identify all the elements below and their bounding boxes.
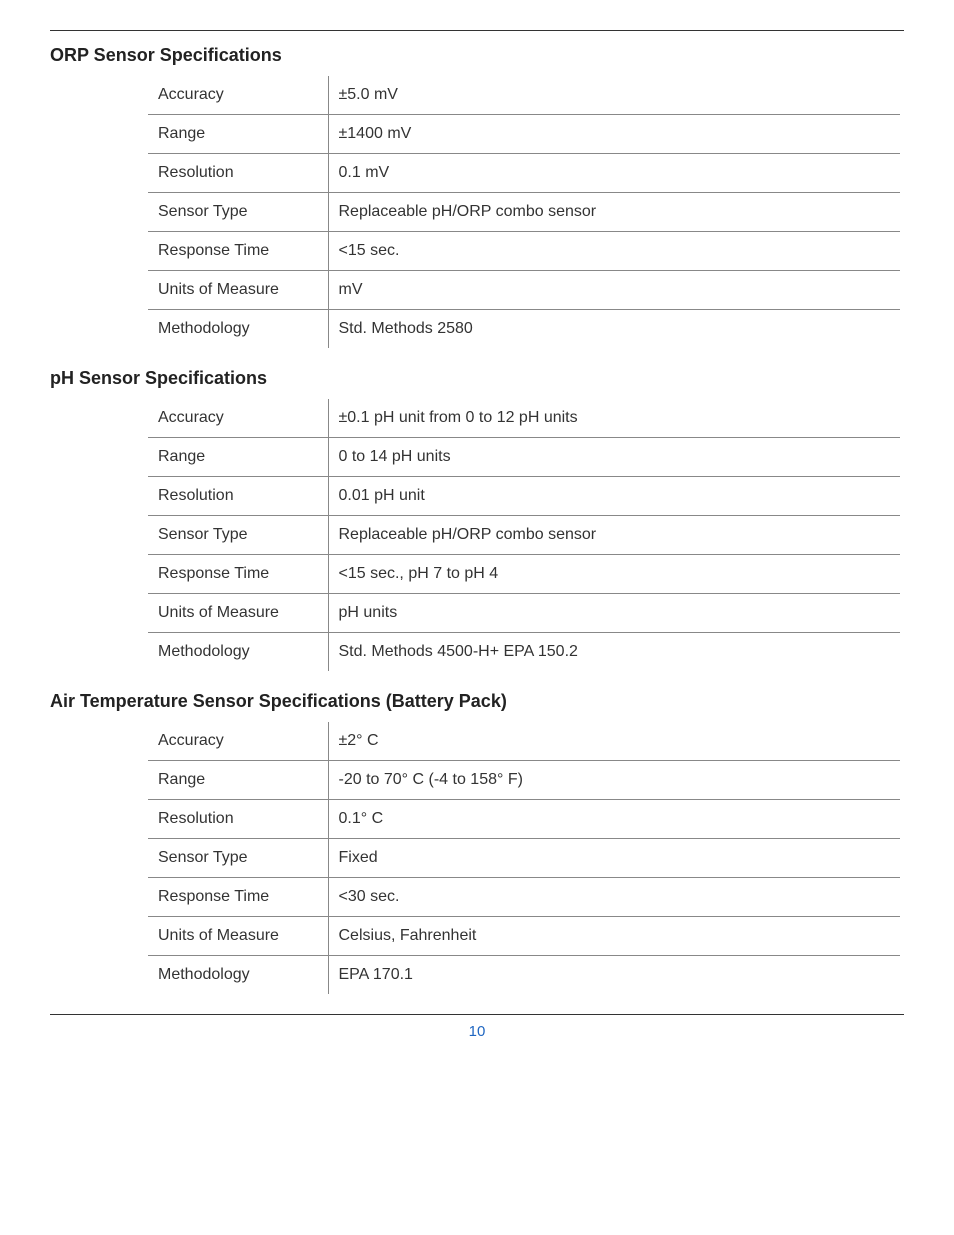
- section-heading: ORP Sensor Specifications: [50, 45, 904, 66]
- spec-value: <30 sec.: [328, 878, 900, 917]
- spec-value: pH units: [328, 594, 900, 633]
- spec-label: Resolution: [148, 154, 328, 193]
- table-row: Sensor TypeReplaceable pH/ORP combo sens…: [148, 193, 900, 232]
- spec-value: EPA 170.1: [328, 956, 900, 995]
- spec-label: Accuracy: [148, 722, 328, 761]
- table-row: Range-20 to 70° C (-4 to 158° F): [148, 761, 900, 800]
- spec-value: ±2° C: [328, 722, 900, 761]
- spec-label: Units of Measure: [148, 594, 328, 633]
- top-rule: [50, 30, 904, 31]
- spec-label: Sensor Type: [148, 516, 328, 555]
- table-row: MethodologyEPA 170.1: [148, 956, 900, 995]
- table-row: Units of MeasuremV: [148, 271, 900, 310]
- spec-value: Std. Methods 4500-H+ EPA 150.2: [328, 633, 900, 672]
- spec-value: <15 sec.: [328, 232, 900, 271]
- spec-value: ±1400 mV: [328, 115, 900, 154]
- table-row: Units of MeasurepH units: [148, 594, 900, 633]
- spec-value: mV: [328, 271, 900, 310]
- spec-value: ±0.1 pH unit from 0 to 12 pH units: [328, 399, 900, 438]
- table-row: Response Time<15 sec.: [148, 232, 900, 271]
- spec-table: Accuracy±2° CRange-20 to 70° C (-4 to 15…: [148, 722, 900, 994]
- bottom-rule: [50, 1014, 904, 1015]
- spec-value: Replaceable pH/ORP combo sensor: [328, 516, 900, 555]
- spec-label: Response Time: [148, 232, 328, 271]
- spec-label: Range: [148, 115, 328, 154]
- spec-value: Std. Methods 2580: [328, 310, 900, 349]
- spec-label: Methodology: [148, 310, 328, 349]
- table-row: Accuracy±0.1 pH unit from 0 to 12 pH uni…: [148, 399, 900, 438]
- table-row: Units of MeasureCelsius, Fahrenheit: [148, 917, 900, 956]
- spec-label: Response Time: [148, 878, 328, 917]
- spec-value: ±5.0 mV: [328, 76, 900, 115]
- spec-label: Methodology: [148, 956, 328, 995]
- sections-container: ORP Sensor SpecificationsAccuracy±5.0 mV…: [50, 45, 904, 994]
- table-row: MethodologyStd. Methods 2580: [148, 310, 900, 349]
- table-row: Response Time<30 sec.: [148, 878, 900, 917]
- spec-label: Range: [148, 438, 328, 477]
- page: ORP Sensor SpecificationsAccuracy±5.0 mV…: [0, 0, 954, 1060]
- spec-value: 0 to 14 pH units: [328, 438, 900, 477]
- section-heading: pH Sensor Specifications: [50, 368, 904, 389]
- spec-label: Range: [148, 761, 328, 800]
- table-row: Range0 to 14 pH units: [148, 438, 900, 477]
- table-row: Resolution0.01 pH unit: [148, 477, 900, 516]
- spec-value: 0.01 pH unit: [328, 477, 900, 516]
- spec-table: Accuracy±0.1 pH unit from 0 to 12 pH uni…: [148, 399, 900, 671]
- spec-value: Fixed: [328, 839, 900, 878]
- table-row: Resolution0.1° C: [148, 800, 900, 839]
- spec-value: 0.1 mV: [328, 154, 900, 193]
- spec-value: -20 to 70° C (-4 to 158° F): [328, 761, 900, 800]
- spec-value: Replaceable pH/ORP combo sensor: [328, 193, 900, 232]
- page-number: 10: [50, 1023, 904, 1040]
- spec-value: 0.1° C: [328, 800, 900, 839]
- spec-label: Accuracy: [148, 399, 328, 438]
- spec-value: <15 sec., pH 7 to pH 4: [328, 555, 900, 594]
- table-row: Sensor TypeReplaceable pH/ORP combo sens…: [148, 516, 900, 555]
- table-row: Response Time<15 sec., pH 7 to pH 4: [148, 555, 900, 594]
- spec-value: Celsius, Fahrenheit: [328, 917, 900, 956]
- spec-label: Response Time: [148, 555, 328, 594]
- spec-label: Sensor Type: [148, 193, 328, 232]
- table-row: Accuracy±2° C: [148, 722, 900, 761]
- table-row: Range±1400 mV: [148, 115, 900, 154]
- spec-label: Sensor Type: [148, 839, 328, 878]
- spec-label: Units of Measure: [148, 917, 328, 956]
- table-row: Resolution0.1 mV: [148, 154, 900, 193]
- section-heading: Air Temperature Sensor Specifications (B…: [50, 691, 904, 712]
- spec-label: Methodology: [148, 633, 328, 672]
- spec-label: Accuracy: [148, 76, 328, 115]
- spec-label: Resolution: [148, 477, 328, 516]
- spec-label: Units of Measure: [148, 271, 328, 310]
- table-row: Accuracy±5.0 mV: [148, 76, 900, 115]
- table-row: Sensor TypeFixed: [148, 839, 900, 878]
- spec-table: Accuracy±5.0 mVRange±1400 mVResolution0.…: [148, 76, 900, 348]
- spec-label: Resolution: [148, 800, 328, 839]
- table-row: MethodologyStd. Methods 4500-H+ EPA 150.…: [148, 633, 900, 672]
